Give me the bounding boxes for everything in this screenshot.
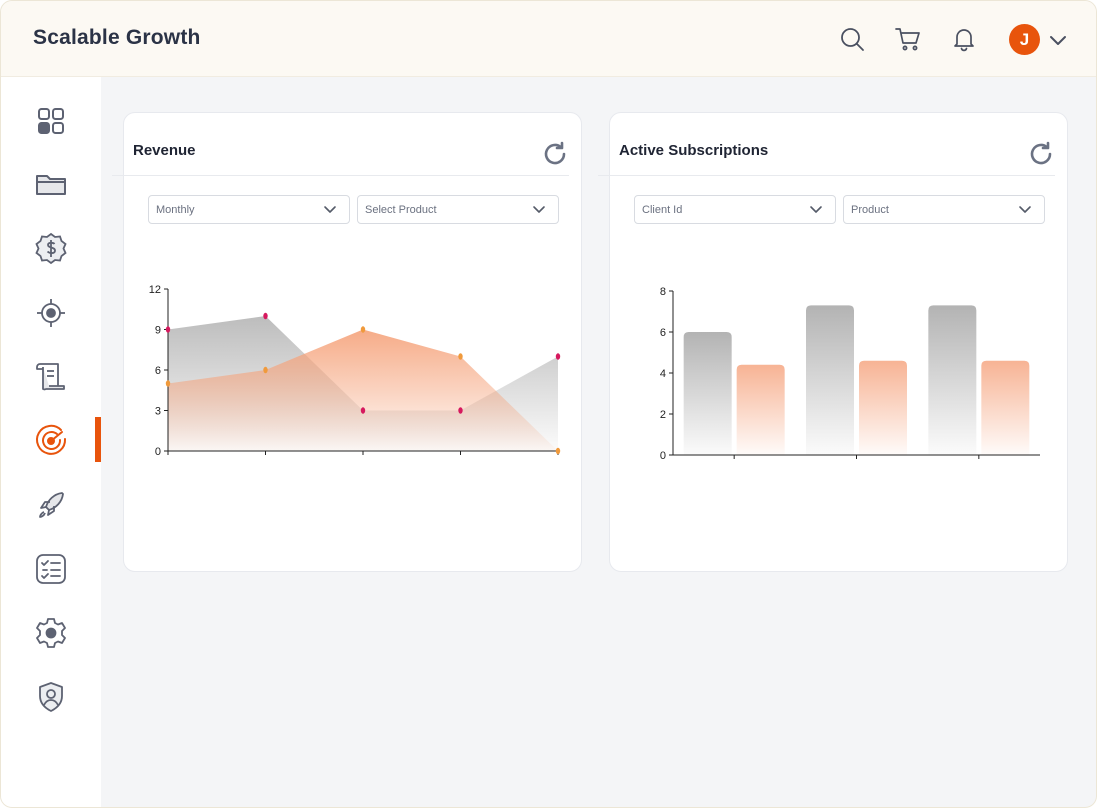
- target-icon[interactable]: [31, 293, 71, 333]
- refresh-icon[interactable]: [1027, 140, 1055, 168]
- subscriptions-bar-chart: 01202468: [660, 286, 1040, 462]
- rocket-icon[interactable]: [31, 485, 71, 525]
- app-title: Scalable Growth: [33, 26, 201, 49]
- data-point: [165, 326, 171, 333]
- card-title: Active Subscriptions: [619, 142, 769, 159]
- y-tick-label: 6: [660, 327, 666, 339]
- bar: [806, 305, 854, 455]
- nav-active-indicator: [95, 417, 101, 462]
- y-tick-label: 2: [660, 409, 666, 421]
- cart-icon[interactable]: [894, 25, 922, 53]
- y-tick-label: 0: [155, 446, 161, 458]
- select-placeholder: Select Product: [365, 204, 437, 216]
- radar-icon[interactable]: [31, 421, 71, 461]
- data-point: [458, 407, 463, 414]
- y-tick-label: 12: [149, 284, 161, 296]
- refresh-icon[interactable]: [541, 140, 569, 168]
- select-placeholder: Client Id: [642, 204, 683, 216]
- y-tick-label: 3: [155, 406, 161, 418]
- y-tick-label: 8: [660, 286, 666, 298]
- bar: [981, 360, 1030, 455]
- gear-icon[interactable]: [31, 613, 71, 653]
- bar: [683, 332, 732, 455]
- search-icon[interactable]: [838, 25, 866, 53]
- card-title: Revenue: [133, 142, 196, 159]
- y-tick-label: 9: [155, 325, 161, 337]
- product-select[interactable]: Select Product: [357, 195, 559, 224]
- y-tick-label: 0: [660, 450, 666, 462]
- card-divider: [112, 175, 569, 176]
- top-bar: Scalable Growth J: [1, 1, 1096, 77]
- bar: [928, 305, 977, 455]
- y-tick-label: 6: [155, 365, 161, 377]
- period-select[interactable]: Monthly: [148, 195, 350, 224]
- chevron-down-icon: [533, 206, 545, 213]
- user-shield-icon[interactable]: [31, 677, 71, 717]
- card-divider: [598, 175, 1055, 176]
- subscriptions-card: Active Subscriptions Client Id Product: [598, 112, 1068, 572]
- checklist-icon[interactable]: [31, 549, 71, 589]
- data-point: [360, 407, 366, 414]
- dollar-badge-icon[interactable]: [31, 229, 71, 269]
- data-point: [458, 353, 463, 360]
- data-point: [165, 380, 171, 387]
- scroll-icon[interactable]: [31, 357, 71, 397]
- bar: [736, 364, 785, 455]
- bell-icon[interactable]: [950, 25, 978, 53]
- bar: [859, 360, 907, 455]
- client-id-select[interactable]: Client Id: [634, 195, 836, 224]
- data-point: [263, 312, 268, 320]
- folder-icon[interactable]: [31, 165, 71, 205]
- data-point: [263, 366, 268, 374]
- data-point: [555, 353, 561, 360]
- data-point: [360, 326, 366, 333]
- chevron-down-icon: [810, 206, 822, 213]
- select-placeholder: Product: [851, 204, 889, 216]
- product-select[interactable]: Product: [843, 195, 1045, 224]
- sidebar: [1, 77, 101, 807]
- chevron-down-icon: [324, 206, 336, 213]
- y-tick-label: 4: [660, 368, 666, 380]
- select-value: Monthly: [156, 204, 195, 216]
- revenue-area-chart: 03691201234: [149, 284, 561, 458]
- chevron-down-icon: [1019, 206, 1031, 213]
- chevron-down-icon[interactable]: [1047, 30, 1069, 50]
- dashboard-grid-icon[interactable]: [31, 101, 71, 141]
- revenue-card: Revenue Monthly Select Product: [112, 112, 582, 572]
- user-avatar[interactable]: J: [1009, 24, 1040, 55]
- data-point: [555, 447, 561, 455]
- area-series-1: [168, 329, 558, 451]
